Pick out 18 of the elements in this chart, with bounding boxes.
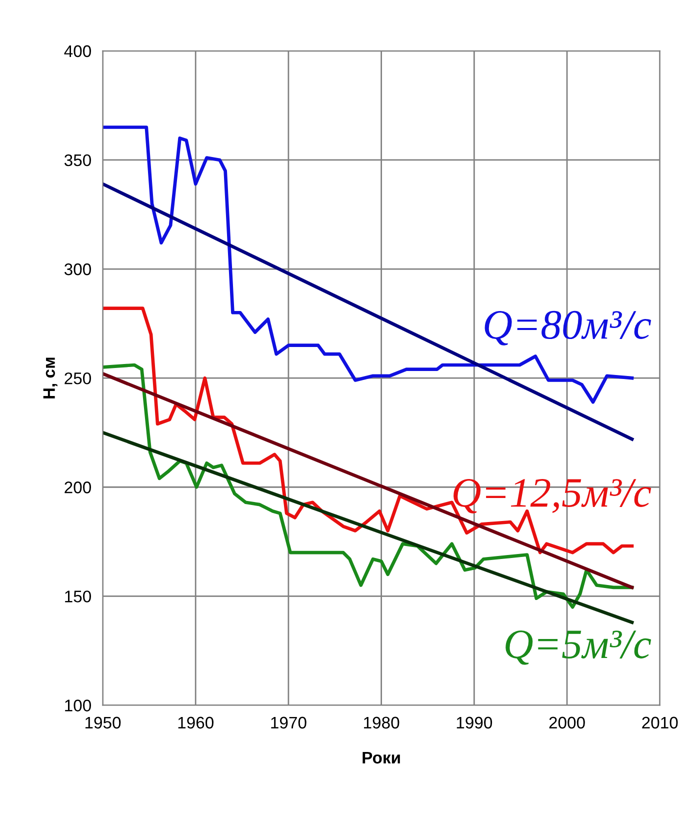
x-tick-label: 1950: [85, 716, 121, 729]
x-tick-label: 1970: [271, 716, 306, 729]
x-tick-label: 1980: [364, 716, 400, 729]
y-tick-label: 200: [64, 482, 91, 494]
y-tick-label: 250: [64, 372, 91, 384]
series-label: Q=12,5м³/с: [454, 478, 652, 514]
x-tick-label: 1960: [178, 716, 214, 729]
x-tick-label: 2000: [549, 716, 585, 729]
x-axis-title: Роки: [362, 752, 400, 764]
y-tick-label: 350: [64, 154, 91, 166]
y-tick-label: 150: [65, 590, 91, 602]
y-axis-title: H, см: [43, 358, 58, 398]
x-tick-label: 2010: [642, 716, 678, 729]
y-tick-label: 400: [64, 45, 91, 58]
y-tick-label: 100: [65, 700, 91, 712]
y-tick-label: 300: [64, 263, 91, 276]
series-label: Q=80м³/с: [484, 310, 652, 346]
x-tick-label: 1990: [456, 716, 492, 729]
